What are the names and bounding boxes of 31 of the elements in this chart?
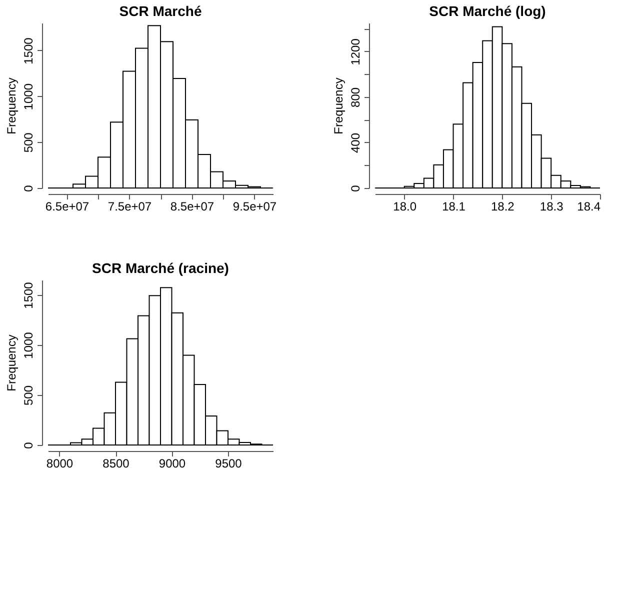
y-tick-label: 1500 — [22, 282, 36, 309]
x-tick-label: 18.0 — [393, 200, 417, 214]
y-tick-label: 0 — [22, 184, 36, 192]
y-tick-label: 0 — [22, 442, 36, 449]
x-tick-label: 7.5e+07 — [108, 200, 152, 214]
y-tick-label: 1000 — [22, 332, 36, 359]
x-tick-label: 6.5e+07 — [45, 200, 90, 214]
y-tick-label: 0 — [348, 184, 362, 192]
x-tick-label: 8.5e+07 — [170, 200, 214, 214]
x-tick-label: 9.5e+07 — [232, 200, 277, 214]
x-tick-label: 18.4 — [577, 200, 601, 214]
chart-title: SCR Marché — [119, 3, 202, 19]
y-tick-label: 1200 — [348, 38, 362, 66]
y-axis-title: Frequency — [4, 78, 18, 134]
chart-title: SCR Marché (racine) — [92, 260, 229, 276]
x-tick-label: 9500 — [215, 456, 242, 470]
y-tick-label: 500 — [22, 385, 36, 406]
y-tick-label: 1500 — [22, 37, 36, 64]
y-tick-label: 500 — [22, 132, 36, 153]
y-axis-title: Frequency — [332, 78, 346, 134]
x-tick-label: 8500 — [102, 456, 130, 470]
x-tick-label: 18.2 — [490, 200, 515, 214]
x-tick-label: 9000 — [158, 456, 186, 470]
y-tick-label: 1000 — [22, 83, 36, 110]
y-tick-label: 400 — [348, 132, 362, 153]
y-axis-title: Frequency — [4, 334, 18, 392]
x-tick-label: 18.3 — [540, 200, 564, 214]
x-tick-label: 8000 — [46, 456, 74, 470]
chart-title: SCR Marché (log) — [429, 3, 546, 19]
y-tick-label: 800 — [348, 87, 362, 108]
x-tick-label: 18.1 — [442, 200, 466, 214]
